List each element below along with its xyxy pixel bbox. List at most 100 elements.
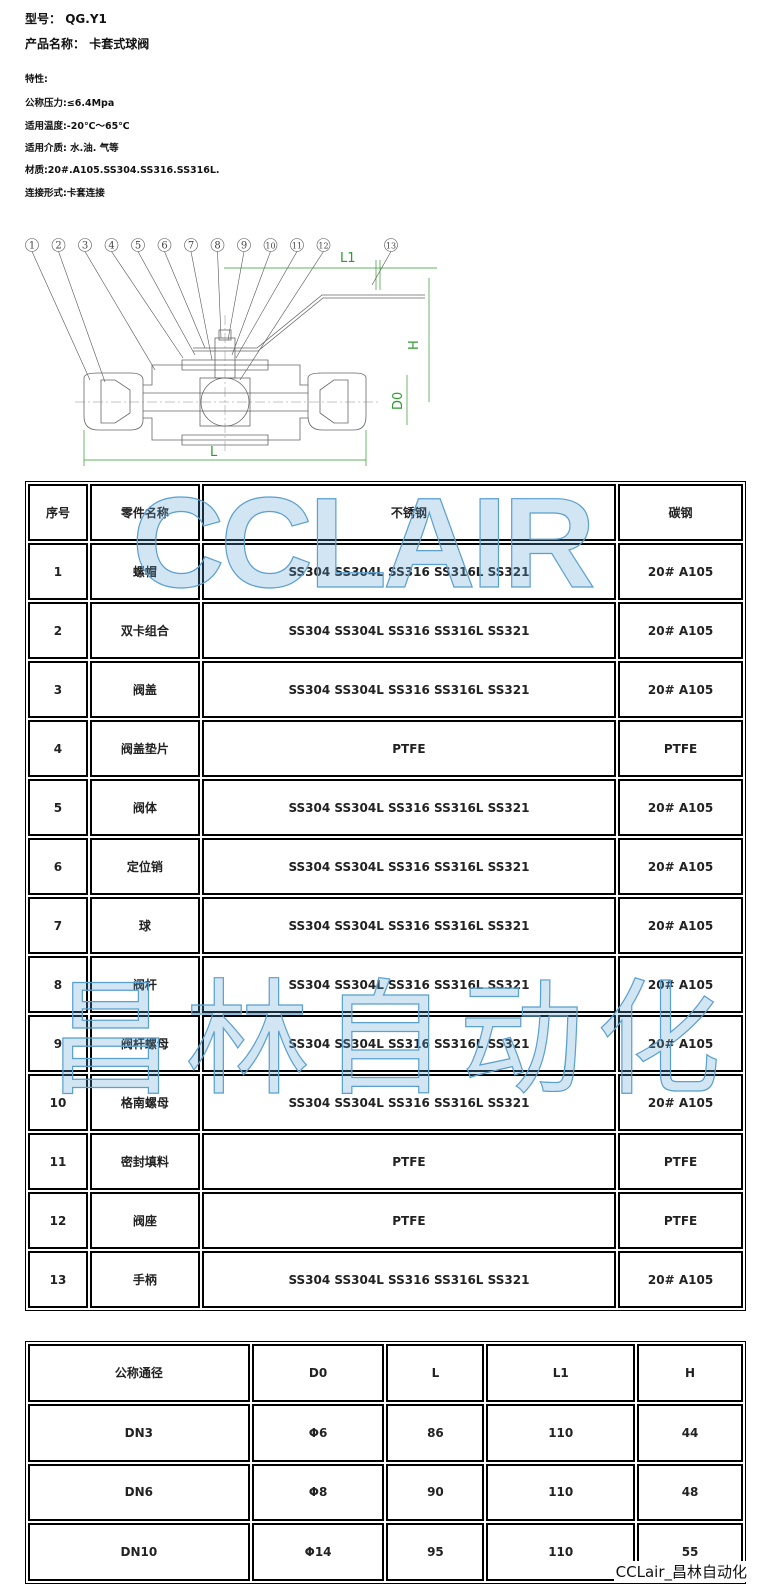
svg-text:11: 11 [292, 242, 302, 251]
callout-5: 5 [131, 238, 196, 356]
svg-text:7: 7 [188, 241, 194, 252]
table-cell: 阀体 [89, 779, 200, 836]
table-cell: 6 [28, 838, 88, 895]
table-cell: SS304 SS304L SS316 SS316L SS321 [201, 838, 617, 895]
table-header-row: 序号 零件名称 不锈钢 碳钢 [28, 484, 743, 541]
table-cell: DN3 [28, 1403, 250, 1462]
table-cell: DN6 [28, 1463, 250, 1522]
table-cell: 2 [28, 602, 88, 659]
table-cell: PTFE [201, 720, 617, 777]
table-cell: SS304 SS304L SS316 SS316L SS321 [201, 1074, 617, 1131]
table-cell: PTFE [201, 1133, 617, 1190]
dim-label-l: L [210, 445, 218, 460]
table-cell: SS304 SS304L SS316 SS316L SS321 [201, 661, 617, 718]
table-cell: 13 [28, 1251, 88, 1308]
svg-text:9: 9 [241, 241, 247, 252]
table-cell: 不锈钢 [201, 484, 617, 541]
table-cell: 阀座 [89, 1192, 200, 1249]
table-cell: D0 [251, 1344, 385, 1402]
table-row: 4 阀盖垫片 PTFE PTFE [28, 720, 743, 777]
table-cell: 20# A105 [618, 956, 743, 1013]
table-cell: 20# A105 [618, 543, 743, 600]
table-cell: 11 [28, 1133, 88, 1190]
table-cell: 20# A105 [618, 661, 743, 718]
spec-medium: 适用介质: 水.油. 气等 [25, 143, 119, 154]
model-line: 型号： QG.Y1 [25, 10, 107, 27]
table-cell: 1 [28, 543, 88, 600]
svg-text:10: 10 [265, 242, 275, 251]
table-cell: Φ8 [251, 1463, 385, 1522]
table-cell: 双卡组合 [89, 602, 200, 659]
table-cell: 7 [28, 897, 88, 954]
table-cell: 86 [386, 1403, 485, 1462]
product-name-line: 产品名称： 卡套式球阀 [25, 35, 149, 52]
table-cell: Φ6 [251, 1403, 385, 1462]
svg-text:1: 1 [29, 241, 35, 252]
table-cell: SS304 SS304L SS316 SS316L SS321 [201, 779, 617, 836]
spec-connection: 连接形式:卡套连接 [25, 188, 105, 199]
table-cell: 20# A105 [618, 1015, 743, 1072]
callout-4: 4 [104, 238, 184, 359]
table-cell: 110 [486, 1463, 636, 1522]
table-cell: 48 [637, 1463, 743, 1522]
svg-text:3: 3 [82, 241, 88, 252]
product-name-label: 产品名称： [25, 37, 86, 51]
table-cell: 格南螺母 [89, 1074, 200, 1131]
table-cell: 20# A105 [618, 602, 743, 659]
table-cell: 8 [28, 956, 88, 1013]
table-row: 3 阀盖 SS304 SS304L SS316 SS316L SS321 20# A1… [28, 661, 743, 718]
callout-8: 8 [210, 238, 225, 339]
table-cell: 密封填料 [89, 1133, 200, 1190]
table-cell: 9 [28, 1015, 88, 1072]
table-cell: 90 [386, 1463, 485, 1522]
table-header-row: 公称通径 D0 L L1 H [28, 1344, 743, 1402]
svg-text:6: 6 [161, 241, 167, 252]
table-cell: 手柄 [89, 1251, 200, 1308]
table-cell: 3 [28, 661, 88, 718]
callout-11: 11 [235, 238, 304, 359]
table-cell: DN10 [28, 1523, 250, 1581]
table-cell: 定位销 [89, 838, 200, 895]
svg-text:2: 2 [55, 241, 61, 252]
svg-text:5: 5 [135, 241, 141, 252]
table-row: 2 双卡组合 SS304 SS304L SS316 SS316L SS321 20# … [28, 602, 743, 659]
table-cell: SS304 SS304L SS316 SS316L SS321 [201, 1015, 617, 1072]
callout-12: 12 [239, 238, 331, 381]
table-row: 11 密封填料 PTFE PTFE [28, 1133, 743, 1190]
table-cell: PTFE [618, 1133, 743, 1190]
table-row: 6 定位销 SS304 SS304L SS316 SS316L SS321 20# A… [28, 838, 743, 895]
table-cell: 10 [28, 1074, 88, 1131]
callout-6: 6 [157, 238, 206, 349]
dim-label-l1: L1 [340, 251, 356, 266]
dim-label-d0: D0 [391, 392, 406, 410]
table-cell: PTFE [618, 720, 743, 777]
table-row: 12 阀座 PTFE PTFE [28, 1192, 743, 1249]
model-value: QG.Y1 [65, 12, 107, 26]
table-cell: 20# A105 [618, 897, 743, 954]
svg-text:12: 12 [318, 242, 328, 251]
table-row: 1 螺帽 SS304 SS304L SS316 SS316L SS321 20# A1… [28, 543, 743, 600]
spec-heading: 特性: [25, 74, 48, 85]
table-row: DN3 Φ6 86 110 44 [28, 1403, 743, 1462]
table-cell: 零件名称 [89, 484, 200, 541]
dim-label-h: H [407, 340, 422, 350]
table-row: 10 格南螺母 SS304 SS304L SS316 SS316L SS321 20#… [28, 1074, 743, 1131]
table-cell: L [386, 1344, 485, 1402]
table-cell: 20# A105 [618, 838, 743, 895]
table-cell: 公称通径 [28, 1344, 250, 1402]
table-cell: 阀杆 [89, 956, 200, 1013]
table-cell: L1 [486, 1344, 636, 1402]
table-cell: 4 [28, 720, 88, 777]
table-cell: 20# A105 [618, 1074, 743, 1131]
table-cell: 阀杆螺母 [89, 1015, 200, 1072]
table-cell: 球 [89, 897, 200, 954]
table-row: 9 阀杆螺母 SS304 SS304L SS316 SS316L SS321 20# … [28, 1015, 743, 1072]
table-cell: Φ14 [251, 1523, 385, 1581]
table-cell: SS304 SS304L SS316 SS316L SS321 [201, 543, 617, 600]
table-cell: 阀盖 [89, 661, 200, 718]
callout-3: 3 [78, 238, 156, 371]
table-row: DN6 Φ8 90 110 48 [28, 1463, 743, 1522]
table-cell: 20# A105 [618, 1251, 743, 1308]
callout-1: 1 [25, 238, 91, 381]
callout-2: 2 [51, 238, 106, 383]
